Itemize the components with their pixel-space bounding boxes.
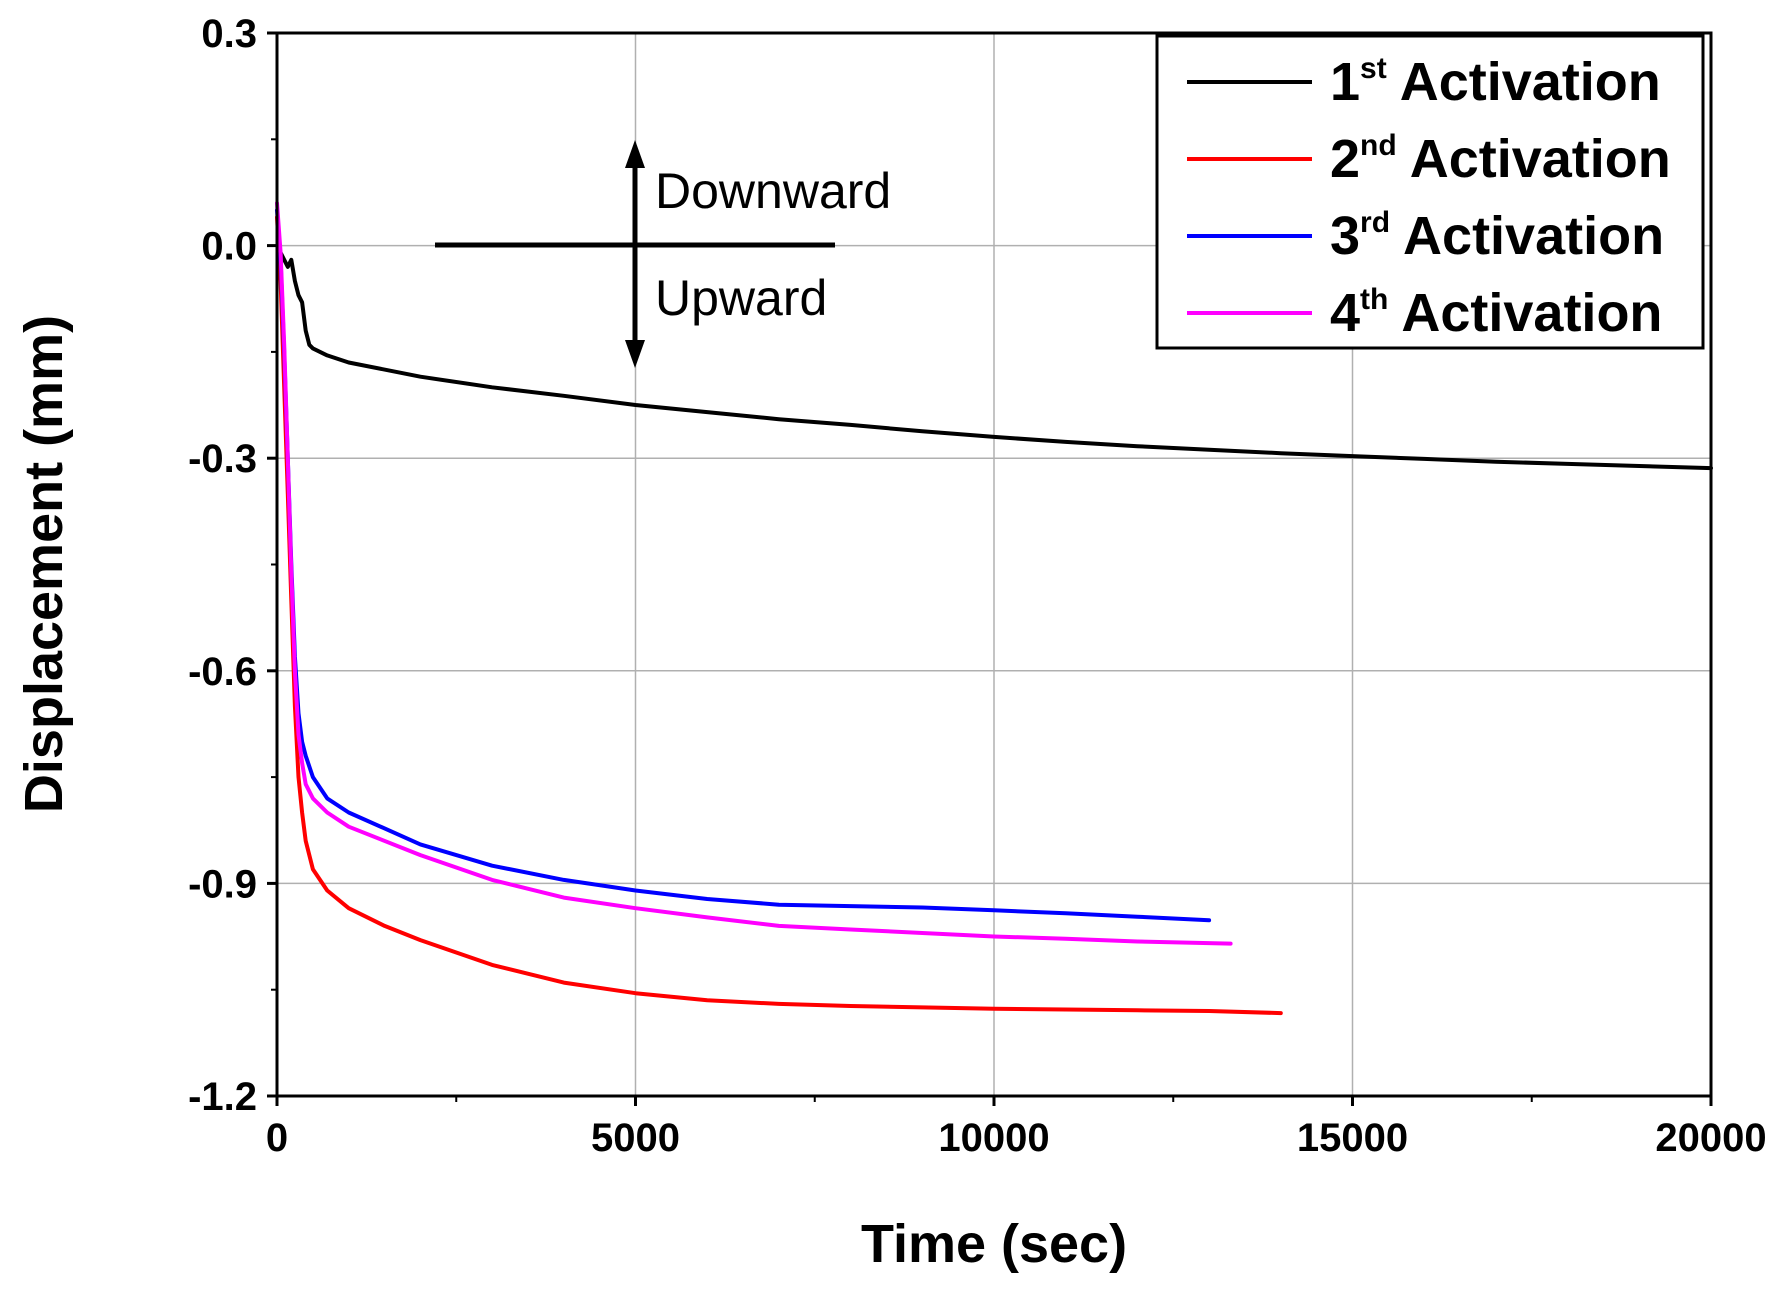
y-tick-label: -1.2: [188, 1075, 257, 1119]
series-lines: [275, 201, 1713, 1016]
y-tick-label: -0.6: [188, 650, 257, 694]
x-tick-label: 0: [266, 1116, 288, 1160]
y-axis-title: Displacement (mm): [14, 315, 74, 813]
series-line-4: [275, 201, 1233, 946]
annotation-upward: Upward: [655, 270, 827, 326]
tick-labels: 0 5000 10000 15000 20000 0.3 0.0 -0.3 -0.6 -0.9 -1…: [188, 12, 1767, 1160]
x-tick-label: 15000: [1297, 1116, 1408, 1160]
series-line-1: [275, 243, 1713, 471]
y-tick-label: -0.9: [188, 862, 257, 906]
legend-label-2: 2nd Activation: [1330, 129, 1671, 189]
legend-label-3: 3rd Activation: [1330, 206, 1664, 266]
x-tick-label: 20000: [1655, 1116, 1766, 1160]
x-axis-title: Time (sec): [861, 1214, 1127, 1274]
arrow-up-icon: [625, 140, 645, 168]
legend-label-4: 4th Activation: [1330, 283, 1662, 343]
direction-annotation: Downward Upward: [435, 140, 891, 368]
y-tick-label: 0.0: [201, 225, 257, 269]
arrow-down-icon: [625, 340, 645, 368]
x-tick-label: 5000: [591, 1116, 680, 1160]
ticks: [267, 31, 1713, 1106]
annotation-downward: Downward: [655, 163, 891, 219]
series-line-2: [275, 215, 1283, 1016]
x-tick-label: 10000: [938, 1116, 1049, 1160]
legend: 1st Activation 2nd Activation 3rd Activati…: [1155, 34, 1705, 350]
legend-label-1: 1st Activation: [1330, 52, 1661, 112]
y-tick-label: -0.3: [188, 437, 257, 481]
y-tick-label: 0.3: [201, 12, 257, 56]
legend-box: [1155, 34, 1705, 350]
